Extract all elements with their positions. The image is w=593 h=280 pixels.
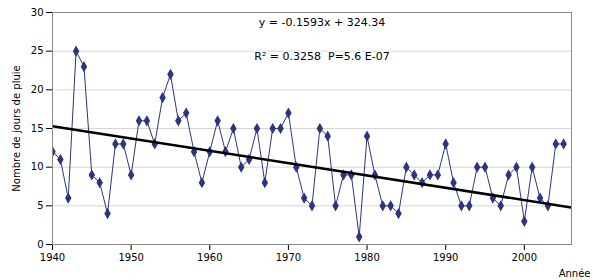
svg-text:25: 25 bbox=[31, 45, 44, 56]
svg-text:Année: Année bbox=[559, 268, 591, 279]
svg-text:1960: 1960 bbox=[197, 252, 222, 263]
svg-text:1950: 1950 bbox=[118, 252, 143, 263]
svg-text:1980: 1980 bbox=[354, 252, 379, 263]
svg-text:20: 20 bbox=[31, 84, 44, 95]
svg-text:0: 0 bbox=[37, 239, 43, 250]
svg-text:15: 15 bbox=[31, 123, 44, 134]
svg-text:5: 5 bbox=[37, 200, 43, 211]
svg-text:R² = 0.3258 P=5.6 E-07: R² = 0.3258 P=5.6 E-07 bbox=[254, 50, 390, 63]
svg-text:2000: 2000 bbox=[512, 252, 537, 263]
svg-text:Nombre de jours de pluie: Nombre de jours de pluie bbox=[11, 65, 22, 191]
svg-text:30: 30 bbox=[31, 7, 44, 18]
svg-text:1940: 1940 bbox=[40, 252, 65, 263]
svg-text:1990: 1990 bbox=[433, 252, 458, 263]
svg-text:y = -0.1593x + 324.34: y = -0.1593x + 324.34 bbox=[259, 16, 385, 29]
svg-text:10: 10 bbox=[31, 161, 44, 172]
svg-text:1970: 1970 bbox=[276, 252, 301, 263]
